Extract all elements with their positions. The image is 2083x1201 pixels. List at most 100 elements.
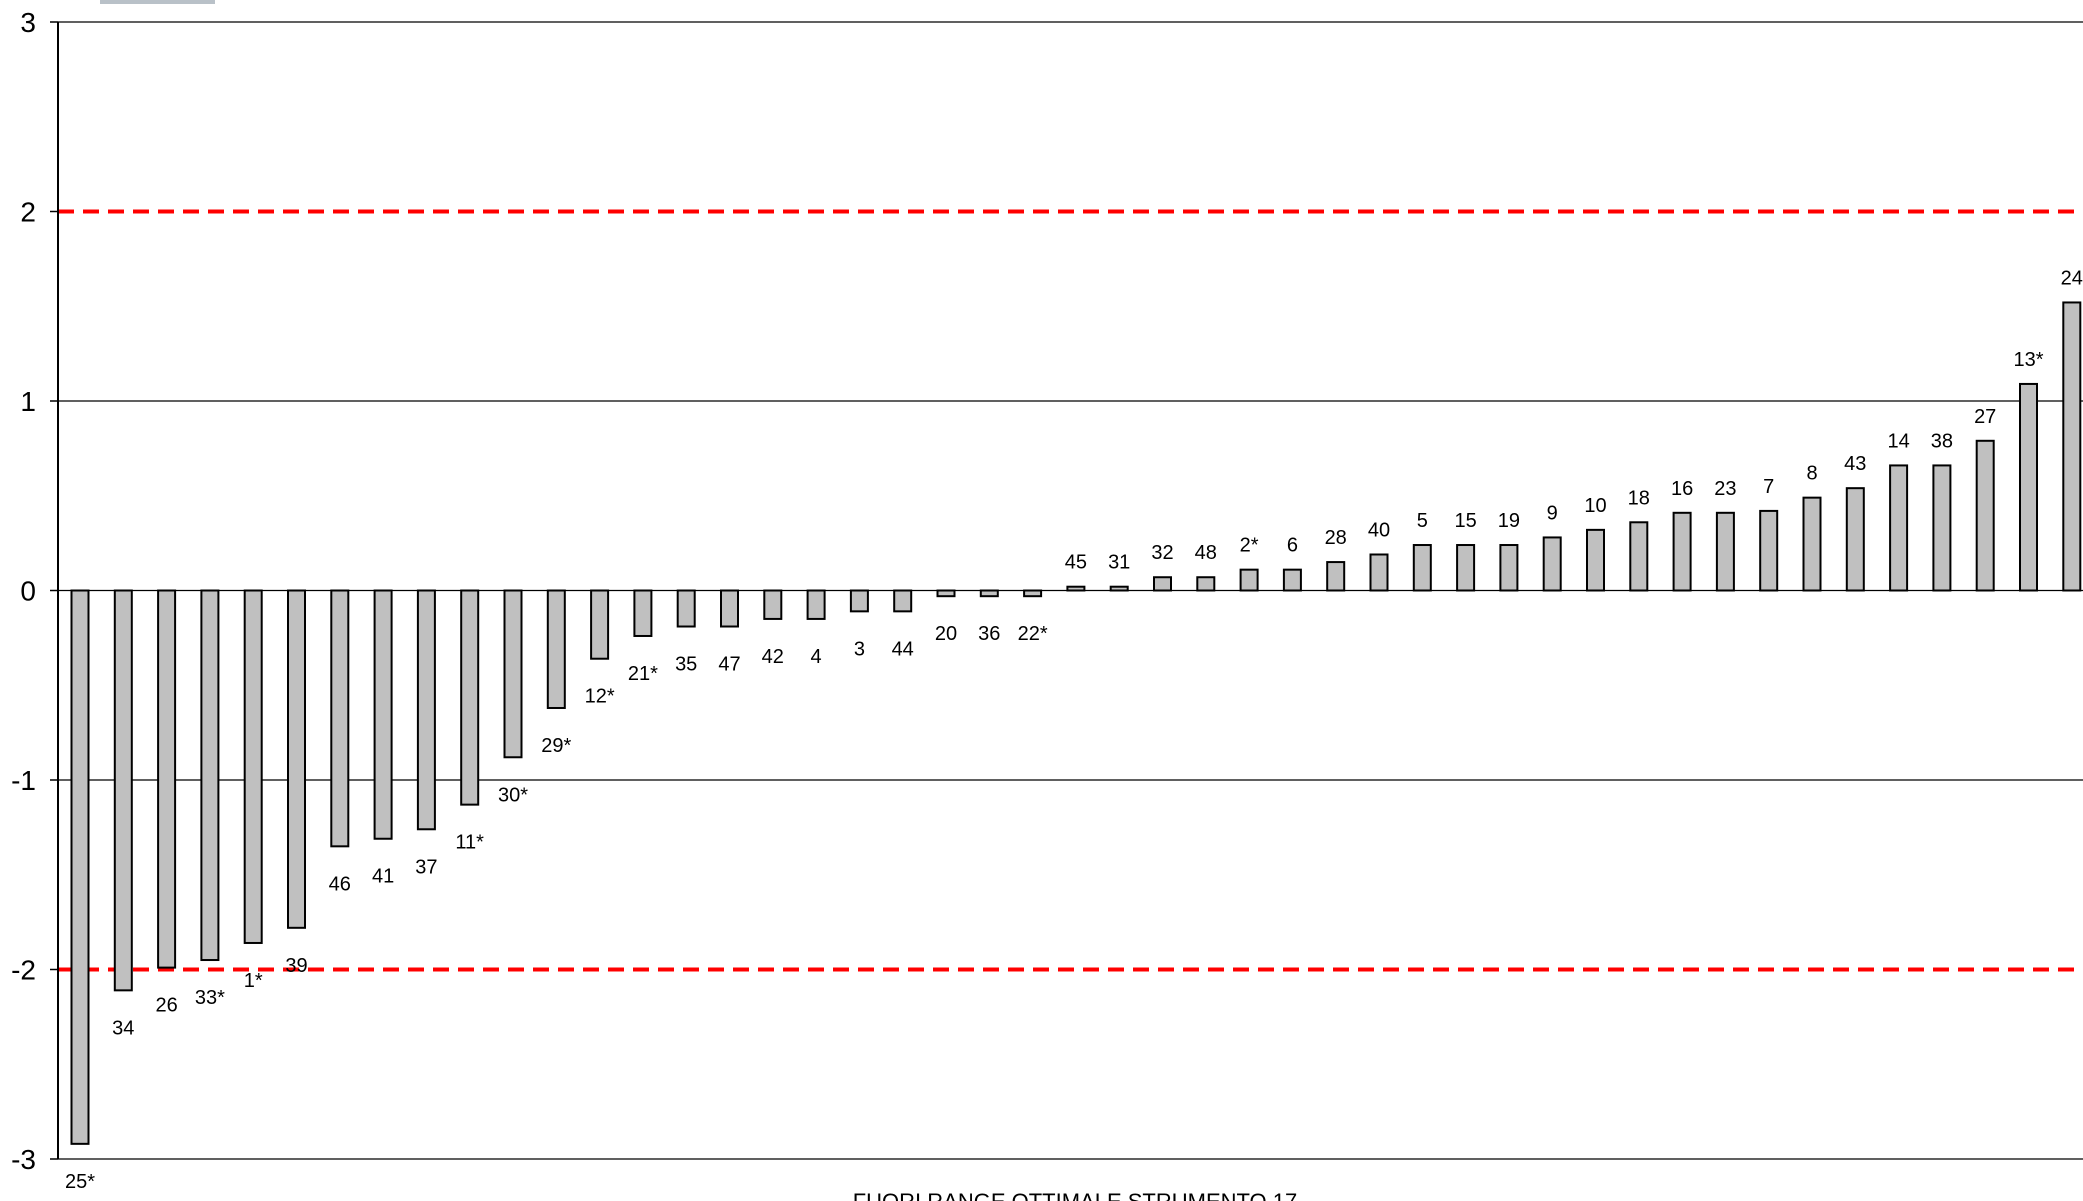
bar <box>1282 568 1302 592</box>
bar <box>1586 528 1605 592</box>
bar <box>243 589 263 944</box>
bar <box>1456 544 1476 592</box>
bar <box>1412 544 1432 592</box>
bar-label: 26 <box>155 995 177 1017</box>
bar <box>460 589 480 806</box>
bar-label: 18 <box>1628 487 1650 509</box>
bar <box>1542 536 1562 592</box>
bar-label: 28 <box>1325 527 1347 549</box>
bar-label: 27 <box>1974 406 1996 428</box>
bar <box>1023 589 1043 598</box>
bar <box>287 589 306 929</box>
y-tick-labels: 3 2 1 0 -1 -2 -3 <box>11 7 36 1175</box>
bar-label: 33* <box>195 987 225 1009</box>
bar <box>330 589 350 848</box>
bar-label: 2* <box>1240 535 1259 557</box>
bar <box>1326 561 1346 592</box>
y-tick-label: 1 <box>20 386 36 417</box>
bar-label: 14 <box>1887 430 1909 452</box>
bar <box>373 589 393 840</box>
bar <box>1629 521 1649 592</box>
bar <box>849 589 869 613</box>
bar-label: 21* <box>628 663 658 685</box>
bar-label: 35 <box>675 654 697 676</box>
bar <box>979 589 999 598</box>
bar <box>546 589 566 709</box>
bar-label: 32 <box>1151 542 1173 564</box>
bar-label: 39 <box>285 955 307 977</box>
bar <box>1153 576 1172 592</box>
bar-label: 48 <box>1195 542 1217 564</box>
bar <box>806 589 826 620</box>
bar <box>1802 496 1822 592</box>
bar <box>1196 576 1216 592</box>
reference-lines <box>58 209 2083 972</box>
y-tick-label: 2 <box>20 197 36 228</box>
bar <box>1499 544 1519 592</box>
bar <box>676 589 696 628</box>
bar-label: 16 <box>1671 478 1693 500</box>
bar-label: 31 <box>1108 552 1130 574</box>
bar-label: 46 <box>329 873 351 895</box>
bar-label: 38 <box>1931 430 1953 452</box>
bar-label: 19 <box>1498 510 1520 532</box>
bar-label: 10 <box>1584 495 1606 517</box>
bar-label: 7 <box>1763 476 1774 498</box>
bar-label: 4 <box>811 646 822 668</box>
logo-fragment <box>100 0 215 4</box>
bar-label: 8 <box>1806 463 1817 485</box>
bar-label: 13* <box>2013 349 2043 371</box>
bar-label: 22* <box>1018 623 1048 645</box>
y-tick-label: -2 <box>11 955 36 986</box>
bar <box>720 589 739 628</box>
bar <box>1932 464 1952 592</box>
y-tick-label: 3 <box>20 7 36 38</box>
bar <box>893 589 913 613</box>
bar <box>416 589 436 831</box>
bar-label: 30* <box>498 784 528 806</box>
bar-label: 37 <box>415 856 437 878</box>
bar <box>70 589 90 1145</box>
bar <box>200 589 220 962</box>
bar-label: 23 <box>1714 478 1736 500</box>
bar <box>1889 464 1909 592</box>
bar-label: 40 <box>1368 519 1390 541</box>
bar-label: 43 <box>1844 453 1866 475</box>
bar-label: 25* <box>65 1171 95 1193</box>
bar <box>1369 553 1389 592</box>
bar <box>1066 585 1086 592</box>
bar-label: 3 <box>854 638 865 660</box>
bar <box>113 589 133 992</box>
bar-label: 45 <box>1065 552 1087 574</box>
bar <box>157 589 177 969</box>
bar <box>763 589 783 620</box>
bar-label: 36 <box>978 623 1000 645</box>
bar <box>1975 439 1995 592</box>
bar-label: 47 <box>718 654 740 676</box>
bar-label: 29* <box>541 735 571 757</box>
bar <box>503 589 523 759</box>
bar-label: 42 <box>762 646 784 668</box>
bar-label: 9 <box>1547 502 1558 524</box>
bar-label: 41 <box>372 866 394 888</box>
bar <box>1715 511 1735 592</box>
bar <box>936 589 956 598</box>
bar-label: 11* <box>455 832 484 854</box>
bar <box>590 589 610 660</box>
bar-label: 5 <box>1417 510 1428 532</box>
bar-label: 24 <box>2061 267 2083 289</box>
y-tick-label: 0 <box>20 576 36 607</box>
bar-label: 34 <box>112 1017 134 1039</box>
y-tick-label: -1 <box>11 765 36 796</box>
bar <box>2062 301 2082 592</box>
bar <box>633 589 653 637</box>
bar <box>1672 511 1692 592</box>
bar-label: 20 <box>935 623 957 645</box>
bar-label: 1* <box>244 970 263 992</box>
bar-label: 12* <box>585 686 615 708</box>
bar <box>1239 568 1259 592</box>
bar-label: 15 <box>1454 510 1476 532</box>
bar-label: 6 <box>1287 535 1298 557</box>
